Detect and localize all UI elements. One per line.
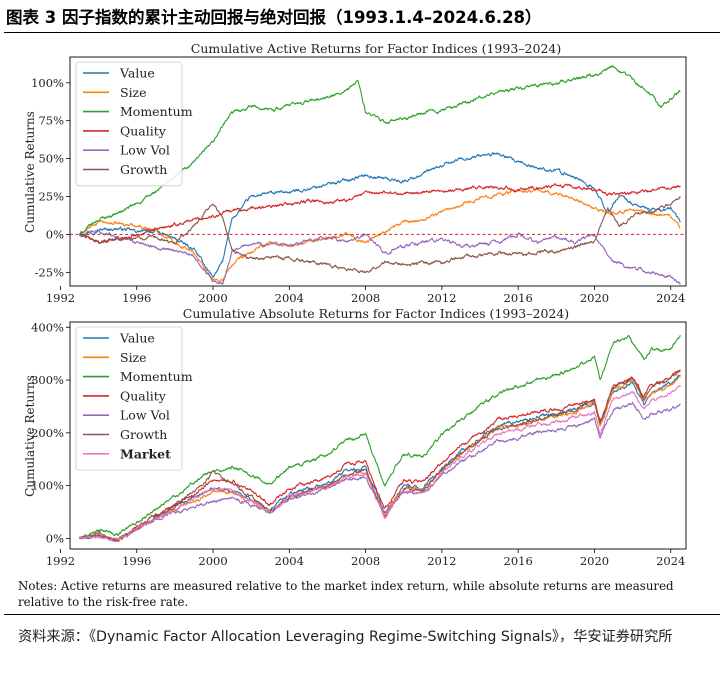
- series-line-quality: [79, 183, 681, 245]
- legend-label: Market: [120, 446, 171, 461]
- notes-divider: [4, 614, 720, 615]
- y-tick-label: 0%: [46, 227, 64, 241]
- x-tick-label: 1996: [122, 291, 151, 305]
- y-tick-label: 0%: [46, 531, 64, 545]
- legend-label: Quality: [120, 388, 167, 403]
- legend-label: Momentum: [120, 369, 193, 384]
- x-tick-label: 2020: [580, 554, 609, 568]
- x-tick-label: 2008: [351, 554, 380, 568]
- x-tick-label: 2016: [504, 554, 533, 568]
- series-line-value: [79, 151, 681, 278]
- legend-label: Value: [119, 331, 155, 346]
- legend: Value Size Momentum Quality Low Vol Growth Mar…: [75, 326, 193, 471]
- y-tick-label: 25%: [38, 190, 64, 204]
- y-tick-label: 100%: [31, 479, 64, 493]
- y-tick-label: 200%: [31, 426, 64, 440]
- series-line-growth: [79, 196, 681, 274]
- legend-label: Quality: [120, 123, 167, 138]
- x-tick-label: 1992: [46, 554, 75, 568]
- legend-label: Momentum: [120, 104, 193, 119]
- legend-label: Value: [119, 66, 155, 81]
- x-tick-label: 1996: [122, 554, 151, 568]
- source-citation: 资料来源：《Dynamic Factor Allocation Leveragi…: [18, 629, 673, 645]
- x-tick-label: 2000: [198, 554, 227, 568]
- x-tick-label: 2024: [656, 291, 685, 305]
- y-tick-label: 300%: [31, 373, 64, 387]
- legend-label: Low Vol: [120, 143, 170, 158]
- series-lines: [79, 334, 681, 542]
- y-axis-label: Cumulative Returns: [23, 111, 37, 233]
- x-tick-label: 1992: [46, 291, 75, 305]
- figure-notes: Notes: Active returns are measured relat…: [18, 579, 674, 609]
- series-line-low-vol: [79, 401, 681, 542]
- x-tick-label: 2020: [580, 291, 609, 305]
- y-tick-label: -25%: [35, 265, 65, 279]
- active-returns-chart: Cumulative Active Returns for Factor Ind…: [23, 41, 687, 305]
- series-line-momentum: [79, 334, 681, 539]
- chart-title: Cumulative Active Returns for Factor Ind…: [191, 41, 561, 56]
- chart-title: Cumulative Absolute Returns for Factor I…: [183, 306, 569, 321]
- x-axis: 1992 1996 2000 2004 2008 2012 2016 2020 2024: [46, 286, 685, 305]
- x-tick-label: 2004: [275, 291, 304, 305]
- figure: Cumulative Active Returns for Factor Ind…: [0, 36, 724, 576]
- legend-label: Low Vol: [120, 408, 170, 423]
- x-tick-label: 2024: [656, 554, 685, 568]
- series-line-market: [79, 385, 681, 542]
- y-tick-label: 75%: [38, 114, 64, 128]
- legend-label: Growth: [120, 162, 167, 177]
- x-tick-label: 2004: [275, 554, 304, 568]
- y-axis-label: Cumulative Returns: [23, 375, 37, 497]
- title-divider: [4, 32, 720, 33]
- legend-label: Size: [120, 350, 147, 365]
- absolute-returns-chart: Cumulative Absolute Returns for Factor I…: [23, 306, 687, 568]
- y-axis: 0% 100% 200% 300% 400%: [31, 320, 70, 545]
- legend-label: Size: [120, 85, 147, 100]
- x-axis: 1992 1996 2000 2004 2008 2012 2016 2020 2024: [46, 549, 685, 568]
- x-tick-label: 2008: [351, 291, 380, 305]
- series-line-low-vol: [79, 229, 681, 285]
- x-tick-label: 2016: [504, 291, 533, 305]
- y-tick-label: 100%: [31, 76, 64, 90]
- x-tick-label: 2012: [427, 291, 456, 305]
- y-tick-label: 50%: [38, 152, 64, 166]
- series-line-size: [79, 375, 681, 542]
- y-tick-label: 400%: [31, 320, 64, 334]
- x-tick-label: 2012: [427, 554, 456, 568]
- legend-label: Growth: [120, 427, 167, 442]
- page-title: 图表 3 因子指数的累计主动回报与绝对回报（1993.1.4–2024.6.28…: [6, 8, 542, 27]
- y-axis: -25% 0% 25% 50% 75% 100%: [31, 76, 70, 279]
- legend: Value Size Momentum Quality Low Vol Growth: [75, 61, 193, 187]
- x-tick-label: 2000: [198, 291, 227, 305]
